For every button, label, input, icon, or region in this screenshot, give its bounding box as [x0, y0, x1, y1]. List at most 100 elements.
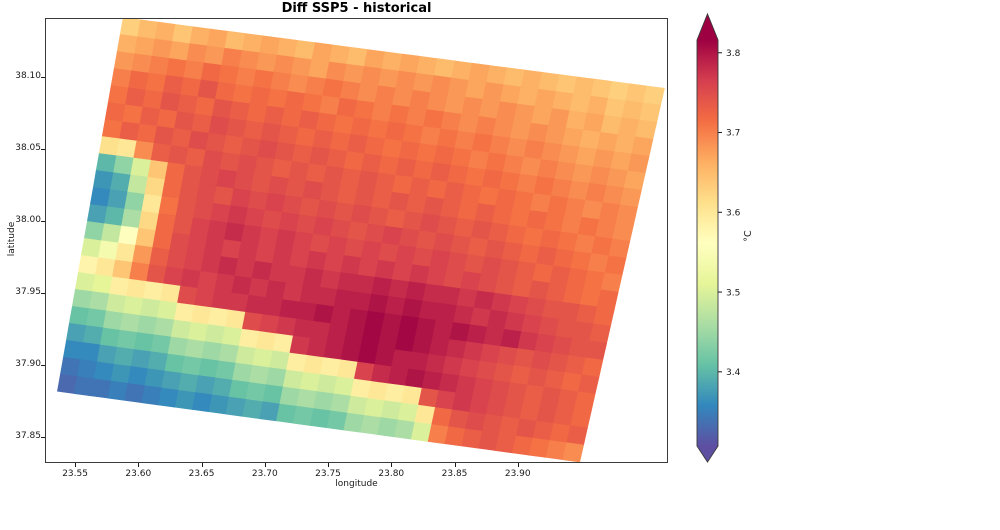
heatmap-cell — [110, 172, 132, 193]
heatmap-cell — [287, 73, 309, 94]
heatmap-cell — [589, 323, 611, 344]
heatmap-cell — [596, 289, 619, 310]
heatmap-cell — [270, 71, 292, 92]
heatmap-cell — [194, 96, 216, 117]
heatmap-cell — [144, 368, 166, 389]
heatmap-cell — [169, 41, 191, 62]
heatmap-cell — [149, 247, 171, 268]
heatmap-cell — [141, 385, 162, 406]
heatmap-cell — [92, 170, 114, 191]
heatmap-cell — [228, 292, 250, 313]
heatmap-cell — [180, 77, 202, 98]
heatmap-cell — [623, 170, 646, 191]
colorbar-extend-arrow — [697, 446, 718, 462]
heatmap-cell — [173, 302, 195, 323]
heatmap-cell — [266, 88, 289, 109]
heatmap-cell — [163, 266, 185, 287]
heatmap-cell — [142, 89, 164, 110]
heatmap-cell — [210, 203, 232, 224]
x-tick-mark — [75, 463, 77, 467]
x-axis-label: longitude — [335, 479, 378, 489]
heatmap-cell — [181, 164, 204, 185]
x-tick-mark — [328, 463, 330, 467]
heatmap-cell — [201, 341, 223, 362]
heatmap-cell — [240, 137, 262, 158]
heatmap-cell — [63, 339, 84, 360]
y-tick-label: 38.00 — [15, 215, 41, 226]
heatmap-cell — [167, 336, 189, 357]
heatmap-cell — [129, 261, 150, 282]
heatmap-cell — [231, 275, 253, 296]
heatmap-cell — [122, 295, 144, 316]
heatmap-cell — [252, 69, 275, 90]
heatmap-cell — [133, 332, 155, 353]
heatmap-cell — [233, 171, 255, 192]
heatmap-cell — [642, 85, 665, 106]
x-tick-label: 23.90 — [504, 469, 531, 479]
heatmap-cell — [107, 85, 129, 106]
heatmap-cell — [161, 179, 183, 200]
heatmap-cell — [207, 307, 229, 328]
heatmap-cell — [145, 72, 167, 93]
x-tick-label: 23.70 — [251, 469, 278, 479]
heatmap-cell — [183, 251, 205, 272]
heatmap-cell — [184, 338, 206, 359]
heatmap-cell — [208, 394, 230, 415]
heatmap-cell — [180, 268, 202, 289]
heatmap-cell — [119, 312, 141, 333]
heatmap-cell — [202, 149, 224, 170]
heatmap-cell — [116, 34, 138, 55]
heatmap-cell — [160, 283, 181, 304]
heatmap-cell — [95, 153, 117, 174]
x-tick-mark — [264, 463, 266, 467]
heatmap-cell — [574, 391, 596, 412]
heatmap-cell — [167, 145, 189, 166]
x-tick-label: 23.80 — [378, 469, 405, 479]
heatmap-cell — [232, 84, 254, 105]
y-tick-mark — [41, 293, 45, 295]
heatmap-cell — [325, 61, 348, 82]
heatmap-cell — [600, 272, 623, 293]
x-tick-mark — [517, 463, 519, 467]
heatmap-cell — [225, 118, 248, 139]
heatmap-cell — [174, 389, 196, 410]
heatmap-cell — [235, 67, 257, 88]
heatmap-cell — [183, 60, 205, 81]
heatmap-cell — [639, 102, 661, 123]
heatmap-cell — [302, 180, 324, 201]
heatmap-cell — [249, 86, 271, 107]
heatmap-cell — [227, 205, 249, 226]
heatmap-cell — [187, 321, 209, 342]
heatmap-cell — [259, 35, 281, 56]
heatmap-cell — [243, 120, 265, 141]
heatmap-cell — [119, 121, 141, 142]
heatmap-cell — [124, 383, 146, 404]
heatmap-cell — [93, 361, 115, 382]
heatmap-cell — [113, 51, 135, 72]
heatmap-cell — [66, 322, 87, 343]
heatmap-cell — [616, 204, 638, 225]
heatmap-cell — [288, 161, 310, 182]
heatmap-cell — [115, 242, 136, 263]
heatmap-cell — [205, 132, 227, 153]
heatmap-cell — [251, 260, 273, 281]
heatmap-cell — [604, 255, 627, 276]
heatmap-cell — [304, 76, 327, 97]
heatmap-cell — [121, 208, 143, 229]
heatmap-cell — [223, 222, 246, 243]
heatmap-cell — [234, 258, 256, 279]
colorbar-tick-label: 3.7 — [726, 129, 740, 139]
heatmap-cell — [68, 306, 90, 326]
heatmap-cell — [147, 351, 169, 372]
heatmap-cell — [164, 353, 186, 374]
y-tick-label: 37.85 — [15, 431, 41, 442]
heatmap-cell — [148, 55, 170, 76]
heatmap-cell — [295, 127, 317, 148]
x-tick-mark — [391, 463, 393, 467]
heatmap-cell — [170, 128, 193, 149]
heatmap-cell — [200, 62, 222, 83]
heatmap-cell — [281, 107, 303, 128]
heatmap-cell — [276, 37, 299, 58]
heatmap-cell — [211, 98, 233, 119]
heatmap-cell — [152, 230, 174, 251]
